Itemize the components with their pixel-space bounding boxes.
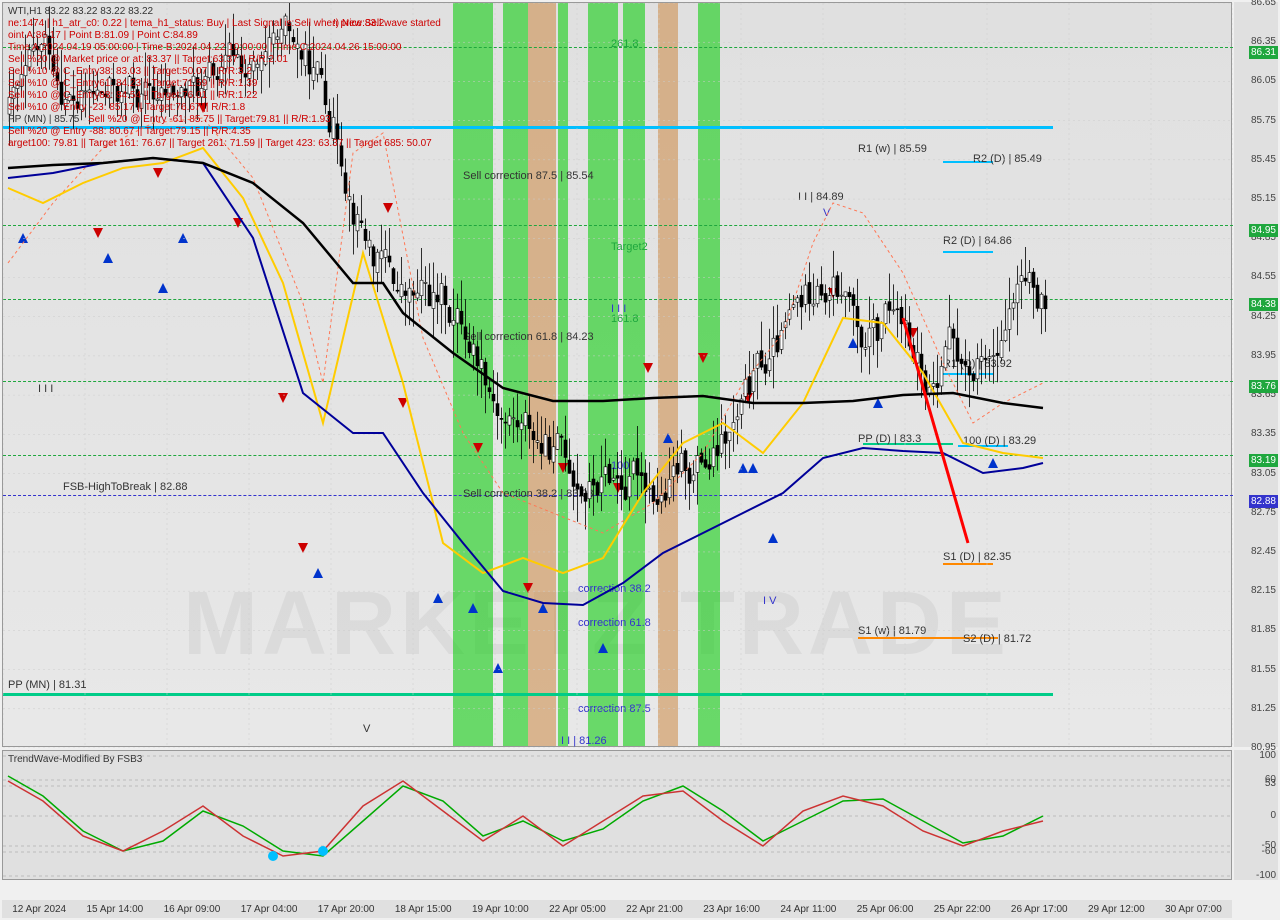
main-price-chart[interactable]: MARKETZ TRADE FSB-HighToBreak | 82.88PP …: [2, 2, 1232, 747]
x-tick: 23 Apr 16:00: [703, 904, 760, 915]
info-line2: !) New Sell wave started: [333, 18, 441, 29]
info-ppmn: PP (MN) | 85.75: [8, 114, 79, 125]
y-tick: 83.35: [1251, 428, 1276, 439]
y-tick-ind: 0: [1270, 810, 1276, 821]
x-tick: 17 Apr 04:00: [241, 904, 298, 915]
y-tick: 85.15: [1251, 193, 1276, 204]
x-axis: 12 Apr 2024 15 Apr 14:00 16 Apr 09:00 17 Ap…: [2, 900, 1232, 918]
x-tick: 24 Apr 11:00: [780, 904, 836, 915]
y-tick: 82.75: [1251, 507, 1276, 518]
chart-title: WTI,H1 83.22 83.22 83.22 83.22: [8, 6, 153, 17]
price-tag: 83.76: [1249, 380, 1278, 393]
info-targets: arget100: 79.81 || Target 161: 76.67 || …: [8, 138, 432, 149]
x-tick: 30 Apr 07:00: [1165, 904, 1222, 915]
price-tag: 82.88: [1249, 495, 1278, 508]
price-tag: 84.38: [1249, 298, 1278, 311]
info-sell4: Sell %10 @ C_Entry88: 84.54 || Target:76…: [8, 90, 257, 101]
x-tick: 19 Apr 10:00: [472, 904, 529, 915]
y-axis-main: 80.9581.2581.5581.8582.1582.4582.7583.05…: [1234, 2, 1278, 747]
y-tick: 86.05: [1251, 75, 1276, 86]
x-tick: 16 Apr 09:00: [164, 904, 221, 915]
x-tick: 22 Apr 05:00: [549, 904, 606, 915]
info-sell3: Sell %10 @ C_Entry61: 84.23 || Target:71…: [8, 78, 257, 89]
x-tick: 29 Apr 12:00: [1088, 904, 1145, 915]
price-tag: 83.19: [1249, 454, 1278, 467]
price-tag: 86.31: [1249, 46, 1278, 59]
info-sell1: Sell %20 @ Market price or at: 83.37 || …: [8, 54, 288, 65]
indicator-svg: [3, 751, 1233, 881]
x-tick: 15 Apr 14:00: [87, 904, 144, 915]
y-tick: 84.25: [1251, 311, 1276, 322]
info-points: oint A:86.17 | Point B:81.09 | Point C:8…: [8, 30, 198, 41]
info-sell6: Sell %20 @ Entry -61: 85.75 || Target:79…: [88, 114, 331, 125]
info-sell7: Sell %20 @ Entry -88: 80.67 || Target:79…: [8, 126, 251, 137]
y-axis-indicator: -100-60-5005360100: [1234, 750, 1278, 880]
y-tick-ind: -50: [1262, 840, 1276, 851]
y-tick: 81.85: [1251, 624, 1276, 635]
x-tick: 25 Apr 22:00: [934, 904, 991, 915]
y-tick-ind: 100: [1259, 750, 1276, 761]
y-tick-ind: -100: [1256, 870, 1276, 881]
info-times: Time A:2024.04.19 05:00:00 | Time B:2024…: [8, 42, 401, 53]
info-sell5: Sell %10 @ Entry -23: 85.17 || Target:76…: [8, 102, 245, 113]
indicator-chart[interactable]: TrendWave-Modified By FSB3: [2, 750, 1232, 880]
y-tick-ind: 60: [1265, 774, 1276, 785]
y-tick: 81.25: [1251, 703, 1276, 714]
y-tick: 85.45: [1251, 154, 1276, 165]
info-line1: ne:1474 | h1_atr_c0: 0.22 | tema_h1_stat…: [8, 18, 384, 29]
y-tick: 84.55: [1251, 271, 1276, 282]
y-tick: 82.15: [1251, 585, 1276, 596]
y-tick: 83.95: [1251, 350, 1276, 361]
y-tick: 86.65: [1251, 0, 1276, 8]
y-tick: 81.55: [1251, 664, 1276, 675]
y-tick: 85.75: [1251, 115, 1276, 126]
price-tag: 84.95: [1249, 224, 1278, 237]
x-tick: 12 Apr 2024: [12, 904, 66, 915]
x-tick: 17 Apr 20:00: [318, 904, 375, 915]
x-tick: 26 Apr 17:00: [1011, 904, 1068, 915]
x-tick: 25 Apr 06:00: [857, 904, 914, 915]
info-sell2: Sell %10 @ C_Entry38: 83.03 || Target:50…: [8, 66, 252, 77]
y-tick: 83.05: [1251, 468, 1276, 479]
x-tick: 18 Apr 15:00: [395, 904, 452, 915]
y-tick: 82.45: [1251, 546, 1276, 557]
x-tick: 22 Apr 21:00: [626, 904, 683, 915]
